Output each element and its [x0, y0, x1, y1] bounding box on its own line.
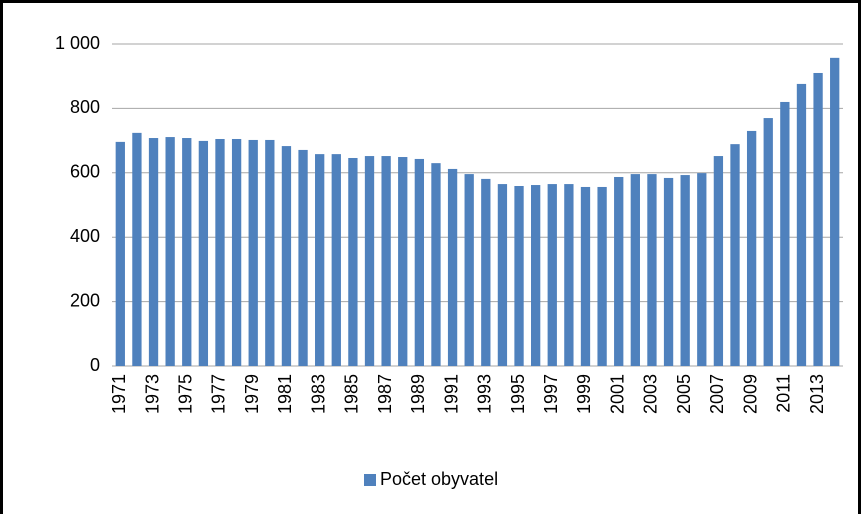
bar: [530, 185, 541, 366]
bar: [564, 184, 574, 366]
bar: [763, 118, 773, 366]
y-tick-label: 800: [70, 97, 100, 117]
bar: [630, 174, 640, 366]
bar: [547, 184, 557, 366]
bar: [713, 156, 724, 366]
x-tick-label: 1999: [574, 374, 594, 414]
bar: [265, 139, 275, 366]
bar: [132, 132, 142, 366]
y-tick-label: 600: [70, 162, 100, 182]
bar: [115, 141, 125, 366]
x-tick-label: 2011: [774, 374, 794, 413]
bar: [315, 154, 325, 366]
bar: [148, 138, 159, 366]
bar: [514, 186, 524, 366]
x-tick-label: 2005: [674, 374, 694, 414]
bar: [248, 139, 258, 366]
bar: [414, 158, 425, 366]
bar: [165, 137, 175, 366]
x-tick-label: 1997: [541, 374, 561, 414]
bar: [663, 177, 674, 366]
bar: [813, 72, 823, 366]
bar: [647, 174, 657, 366]
legend-label: Počet obyvatel: [380, 469, 498, 489]
x-tick-label: 1995: [508, 374, 528, 414]
bar: [198, 140, 209, 366]
x-tick-label: 1971: [109, 374, 129, 414]
bar: [697, 173, 707, 366]
bar: [796, 83, 807, 366]
x-tick-label: 1977: [209, 374, 229, 414]
x-tick-label: 1989: [408, 374, 428, 414]
x-tick-label: 1973: [142, 374, 162, 414]
x-tick-label: 2013: [807, 374, 827, 414]
bar: [431, 163, 441, 366]
bar: [597, 186, 607, 366]
x-tick-label: 1993: [475, 374, 495, 414]
x-tick-label: 2009: [740, 374, 760, 414]
bar: [364, 156, 375, 366]
x-tick-label: 2001: [607, 374, 627, 414]
bar: [746, 130, 757, 366]
bar: [830, 57, 840, 366]
y-tick-label: 0: [90, 355, 100, 375]
bar: [580, 186, 591, 366]
x-tick-label: 1991: [441, 374, 461, 414]
bar: [231, 138, 242, 366]
bar: [348, 157, 358, 366]
x-tick-label: 1983: [308, 374, 328, 414]
bar: [447, 168, 458, 366]
bar: [780, 101, 790, 367]
bar: [481, 178, 491, 366]
bar: [331, 154, 341, 366]
bar: [381, 156, 391, 366]
x-tick-label: 1981: [275, 374, 295, 414]
bar: [730, 144, 740, 366]
bar: [497, 184, 508, 366]
x-tick-label: 2003: [641, 374, 661, 414]
bar: [281, 146, 292, 366]
y-tick-label: 200: [70, 290, 100, 310]
x-tick-label: 1979: [242, 374, 262, 414]
legend-swatch: [364, 474, 376, 486]
bar: [298, 149, 308, 366]
x-tick-label: 2007: [707, 374, 727, 414]
bar: [464, 174, 474, 366]
y-tick-label: 1 000: [55, 33, 100, 53]
x-tick-label: 1987: [375, 374, 395, 414]
bar: [182, 138, 192, 366]
bar: [398, 157, 408, 366]
bar: [614, 176, 624, 366]
bar: [680, 175, 690, 366]
y-tick-label: 400: [70, 226, 100, 246]
bar: [215, 138, 225, 366]
x-tick-label: 1985: [342, 374, 362, 414]
x-tick-label: 1975: [176, 374, 196, 414]
